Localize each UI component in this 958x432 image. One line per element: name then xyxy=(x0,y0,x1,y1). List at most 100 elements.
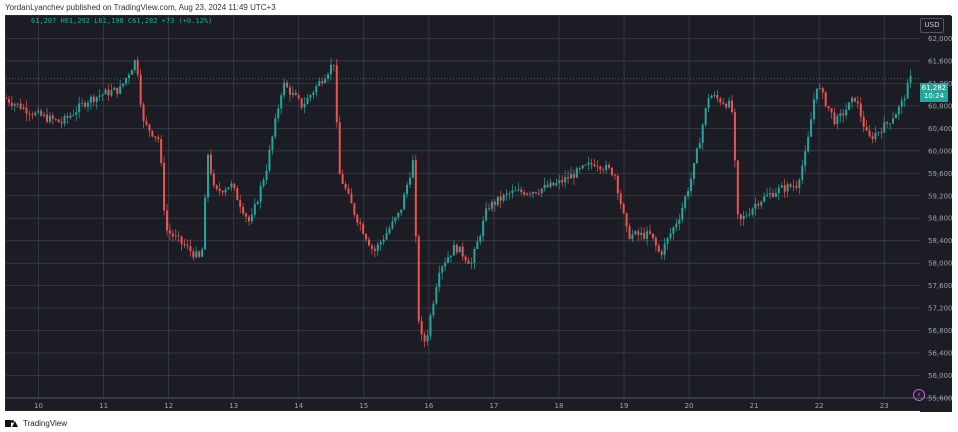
candle-body xyxy=(874,132,877,140)
candle-body xyxy=(812,99,815,120)
candle-body xyxy=(605,164,608,171)
candle-body xyxy=(906,82,909,99)
x-tick-label: 17 xyxy=(489,402,498,410)
candle-body xyxy=(227,187,230,190)
candle-body xyxy=(297,95,300,99)
candle-body xyxy=(420,321,423,335)
candle-body xyxy=(695,148,698,164)
candle-body xyxy=(833,112,836,125)
candle-body xyxy=(739,214,742,220)
y-tick-label: 60,000 xyxy=(928,147,952,155)
candle-body xyxy=(160,139,163,163)
candle-body xyxy=(848,102,851,110)
candle-body xyxy=(104,89,107,95)
candle-body xyxy=(485,208,488,221)
candle-body xyxy=(174,235,177,237)
candle-body xyxy=(716,94,719,99)
candle-body xyxy=(643,232,646,239)
candle-body xyxy=(37,110,40,113)
candle-body xyxy=(543,184,546,189)
candle-body xyxy=(201,249,204,257)
footer: TradingView xyxy=(5,417,67,429)
candle-body xyxy=(139,74,142,105)
candle-body xyxy=(889,123,892,125)
candle-body xyxy=(300,98,303,108)
candle-body xyxy=(780,185,783,188)
y-tick-label: 56,800 xyxy=(928,327,952,335)
candle-body xyxy=(479,236,482,242)
candle-body xyxy=(669,233,672,238)
candle-body xyxy=(274,118,277,137)
candle-body xyxy=(449,255,452,258)
candle-body xyxy=(362,224,365,235)
candle-body xyxy=(127,74,130,79)
candle-body xyxy=(745,215,748,217)
chart-frame[interactable]: 62,00061,60061,20060,80060,40060,00059,6… xyxy=(5,15,952,412)
candle-body xyxy=(116,87,119,94)
candle-body xyxy=(48,115,51,122)
lightning-icon[interactable]: ⚡ xyxy=(913,389,925,401)
y-tick-label: 58,000 xyxy=(928,260,952,268)
candle-body xyxy=(549,182,552,187)
candle-body xyxy=(45,114,48,122)
candle-body xyxy=(862,116,865,127)
candle-body xyxy=(294,92,297,96)
candle-body xyxy=(78,103,81,113)
candle-body xyxy=(707,98,710,109)
candle-body xyxy=(634,231,637,235)
candle-body xyxy=(777,187,780,194)
candle-body xyxy=(892,118,895,124)
candle-body xyxy=(564,177,567,183)
candle-body xyxy=(859,103,862,117)
y-tick-label: 58,800 xyxy=(928,215,952,223)
candle-body xyxy=(909,75,912,83)
price-chart[interactable]: 62,00061,60061,20060,80060,40060,00059,6… xyxy=(6,16,952,412)
candle-body xyxy=(28,113,31,115)
candle-body xyxy=(192,251,195,258)
candle-body xyxy=(370,245,373,249)
candle-body xyxy=(798,179,801,188)
candle-body xyxy=(766,194,769,197)
candle-body xyxy=(277,108,280,119)
candle-body xyxy=(435,287,438,304)
candle-body xyxy=(57,119,60,123)
candle-body xyxy=(452,244,455,256)
x-tick-label: 18 xyxy=(554,402,563,410)
candle-body xyxy=(880,132,883,133)
candle-body xyxy=(54,118,57,120)
price-axis[interactable] xyxy=(920,16,952,412)
countdown-value: 10:24 xyxy=(923,92,945,100)
candle-body xyxy=(397,212,400,218)
candle-body xyxy=(6,97,7,100)
candle-body xyxy=(628,226,631,239)
candle-body xyxy=(86,102,89,107)
candle-body xyxy=(678,219,681,224)
candle-body xyxy=(385,233,388,240)
y-tick-label: 60,800 xyxy=(928,102,952,110)
x-tick-label: 16 xyxy=(424,402,433,410)
candle-body xyxy=(774,193,777,197)
candle-body xyxy=(236,188,239,201)
candle-body xyxy=(423,334,426,342)
candle-body xyxy=(303,104,306,108)
candle-body xyxy=(315,85,318,93)
candle-body xyxy=(66,116,69,118)
candle-body xyxy=(883,122,886,133)
x-tick-label: 15 xyxy=(359,402,368,410)
candle-body xyxy=(552,182,555,186)
candle-body xyxy=(903,98,906,101)
currency-button[interactable]: USD xyxy=(920,18,944,33)
y-tick-label: 61,600 xyxy=(928,57,952,65)
candle-body xyxy=(578,168,581,169)
candle-body xyxy=(473,249,476,263)
candle-body xyxy=(447,257,450,263)
candle-body xyxy=(136,60,139,75)
candle-body xyxy=(81,102,84,104)
candle-body xyxy=(171,233,174,237)
candle-body xyxy=(13,104,16,106)
candle-body xyxy=(455,244,458,253)
candle-body xyxy=(760,201,763,206)
candle-body xyxy=(748,214,751,216)
candle-body xyxy=(722,102,725,104)
y-tick-label: 58,400 xyxy=(928,237,952,245)
